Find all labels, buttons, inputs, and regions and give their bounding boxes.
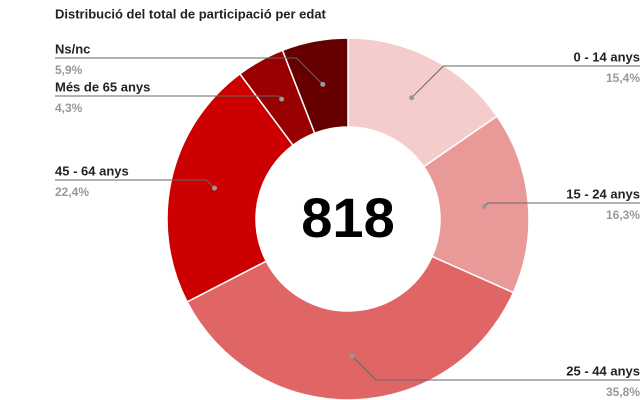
leader-dot xyxy=(409,95,415,101)
leader-dot xyxy=(320,81,326,87)
slice xyxy=(186,255,515,400)
leader-line xyxy=(351,355,640,381)
legend-label: 45 - 64 anys xyxy=(55,163,129,178)
data-label: 16,3% xyxy=(606,208,640,222)
leader-dot xyxy=(349,353,355,359)
data-label: 15,4% xyxy=(606,71,640,85)
chart-title: Distribució del total de participació pe… xyxy=(55,6,327,21)
legend-label: 15 - 24 anys xyxy=(566,186,640,201)
leader-dot xyxy=(481,203,487,209)
leader-dot xyxy=(212,185,218,191)
slice xyxy=(281,37,349,135)
slice xyxy=(422,115,530,294)
slice xyxy=(166,72,295,303)
legend-label: 0 - 14 anys xyxy=(574,49,641,64)
data-label: 35,8% xyxy=(606,385,640,399)
leader-dot xyxy=(279,96,285,102)
data-label: 5,9% xyxy=(55,63,83,77)
data-label: 4,3% xyxy=(55,101,83,115)
leader-line xyxy=(411,65,640,99)
legend-label: Ns/nc xyxy=(55,41,90,56)
data-label: 22,4% xyxy=(55,185,89,199)
legend-label: Més de 65 anys xyxy=(55,79,150,94)
leader-line xyxy=(55,179,215,189)
center-total: 818 xyxy=(301,186,394,249)
leader-line xyxy=(55,57,324,85)
legend-label: 25 - 44 anys xyxy=(566,363,640,378)
